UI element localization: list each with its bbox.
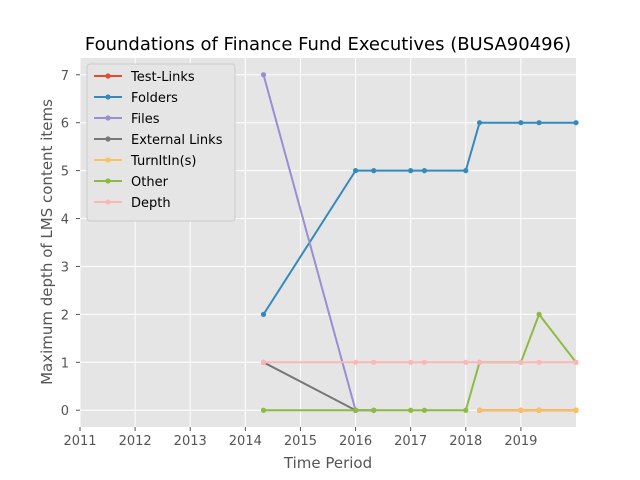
y-tick-label: 5 — [61, 165, 69, 180]
legend-marker — [105, 73, 111, 79]
x-tick-label: 2013 — [174, 434, 207, 449]
tick-labels: 2011 2012 2013 2014 2015 2016 2017 2018 2019 0 1 2 3… — [61, 69, 538, 449]
data-point-turnitin-s — [573, 407, 579, 413]
data-point-other — [536, 311, 542, 317]
series-depth — [260, 359, 579, 365]
data-point-other — [463, 407, 469, 413]
data-point-files — [260, 72, 267, 78]
legend-marker — [105, 199, 111, 205]
data-point-folders — [573, 120, 579, 126]
data-point-depth — [408, 359, 414, 365]
legend-marker — [105, 136, 111, 142]
x-tick-label: 2016 — [339, 434, 372, 449]
y-tick-label: 6 — [61, 117, 69, 132]
data-point-other — [260, 407, 267, 413]
data-point-other — [408, 407, 414, 413]
data-point-depth — [518, 359, 524, 365]
legend-item: TurnItIn(s) — [94, 154, 196, 169]
data-point-other — [421, 407, 428, 413]
data-point-other — [352, 407, 359, 413]
data-point-turnitin-s — [476, 407, 483, 413]
x-tick-label: 2014 — [229, 434, 262, 449]
y-tick-label: 2 — [61, 308, 69, 323]
x-tick-label: 2011 — [63, 434, 96, 449]
legend-box — [86, 63, 236, 222]
legend-label: Test-Links — [130, 70, 195, 85]
data-point-depth — [260, 359, 267, 365]
legend-label: Folders — [131, 91, 178, 106]
data-point-folders — [421, 168, 428, 174]
legend-label: TurnItIn(s) — [130, 154, 196, 169]
x-tick-label: 2018 — [449, 434, 482, 449]
series-line-files — [262, 74, 357, 411]
legend-item: Files — [94, 112, 160, 127]
legend-marker — [105, 115, 111, 121]
data-point-folders — [463, 168, 469, 174]
series-line-other — [263, 313, 577, 412]
y-tick-label: 0 — [61, 404, 69, 419]
data-point-folders — [371, 168, 377, 174]
series-turnitin-s — [476, 407, 579, 413]
y-tick-label: 3 — [61, 260, 69, 275]
x-tick-label: 2017 — [394, 434, 427, 449]
data-point-depth — [536, 359, 542, 365]
data-point-turnitin-s — [536, 407, 542, 413]
data-point-depth — [371, 359, 377, 365]
legend-label: Files — [131, 112, 160, 127]
series-folders — [260, 120, 579, 317]
legend-item: Folders — [94, 91, 178, 106]
data-point-folders — [408, 168, 414, 174]
x-tick-label: 2015 — [284, 434, 317, 449]
legend-label: External Links — [131, 133, 223, 148]
legend-marker — [105, 178, 111, 184]
y-tick-label: 7 — [61, 69, 69, 84]
legend-label: Depth — [131, 196, 171, 211]
data-point-folders — [476, 120, 483, 126]
data-point-folders — [352, 168, 359, 174]
legend-item: Other — [94, 175, 169, 190]
data-point-folders — [260, 311, 267, 317]
y-axis-label: Maximum depth of LMS content items — [38, 99, 56, 385]
x-axis-label: Time Period — [283, 454, 372, 472]
legend-item: External Links — [94, 133, 223, 148]
x-tick-label: 2012 — [119, 434, 152, 449]
legend-marker — [105, 94, 111, 100]
series-line-folders — [262, 121, 576, 315]
legend-item: Test-Links — [94, 70, 195, 85]
data-point-depth — [463, 359, 469, 365]
chart-title: Foundations of Finance Fund Executives (… — [85, 34, 571, 55]
legend: Test-Links Folders Files External Links Turn… — [86, 63, 236, 222]
y-tick-label: 4 — [61, 213, 69, 228]
x-tick-label: 2019 — [504, 434, 537, 449]
data-point-turnitin-s — [518, 407, 524, 413]
data-point-folders — [536, 120, 542, 126]
legend-marker — [105, 157, 111, 163]
data-point-depth — [476, 359, 483, 365]
data-point-folders — [518, 120, 524, 126]
data-point-depth — [421, 359, 428, 365]
legend-item: Depth — [94, 196, 171, 211]
data-point-other — [371, 407, 377, 413]
y-tick-label: 1 — [61, 356, 69, 371]
data-point-depth — [352, 359, 359, 365]
series-layer — [260, 72, 579, 413]
legend-label: Other — [131, 175, 169, 190]
data-point-depth — [573, 359, 579, 365]
